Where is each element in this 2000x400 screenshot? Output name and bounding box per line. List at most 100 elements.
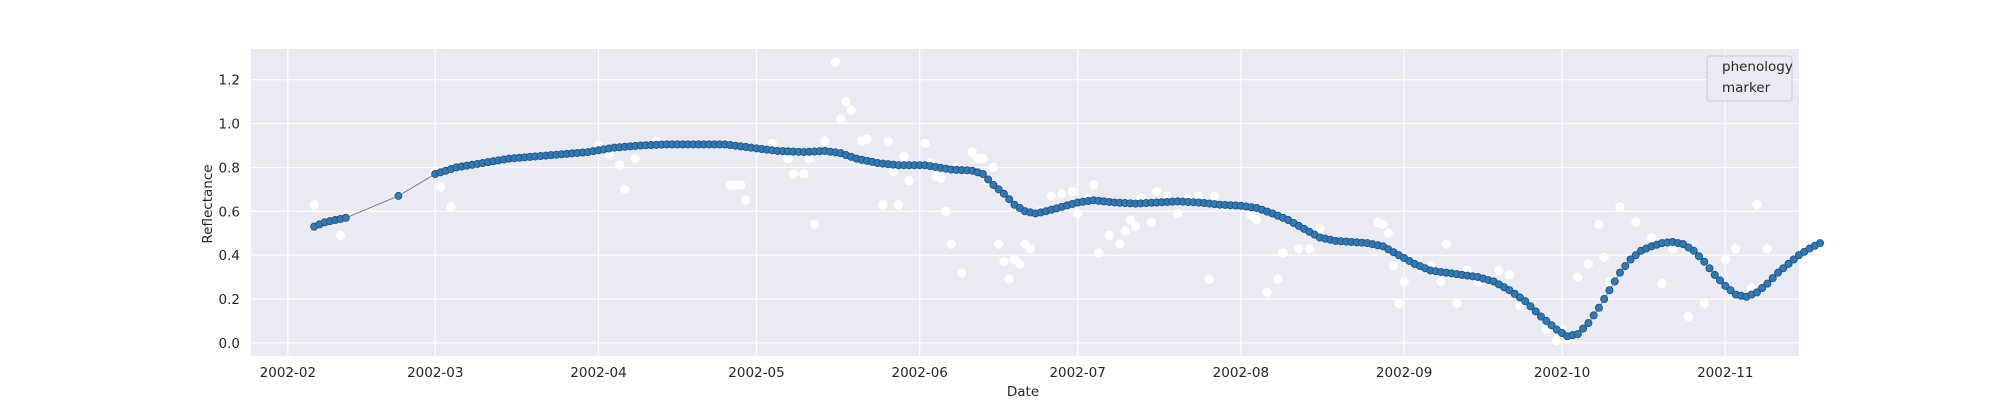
y-tick-label: 0.6: [219, 204, 240, 220]
smoothed-point: [1768, 274, 1777, 283]
raw-point: [946, 239, 956, 249]
raw-point: [1273, 274, 1283, 284]
raw-point: [1436, 276, 1446, 287]
smoothed-point: [1005, 195, 1014, 204]
raw-point: [1720, 254, 1730, 265]
raw-point: [309, 200, 319, 210]
smoothed-point: [1705, 264, 1714, 273]
raw-point: [1204, 274, 1214, 284]
raw-point: [920, 138, 930, 148]
raw-point: [1057, 189, 1067, 199]
legend: phenology marker: [1706, 55, 1793, 102]
raw-point: [1278, 248, 1288, 258]
raw-point: [1552, 336, 1562, 346]
raw-point: [1130, 222, 1141, 232]
raw-point: [1394, 298, 1404, 308]
raw-point: [957, 268, 967, 278]
raw-point: [630, 154, 640, 164]
raw-point: [1615, 202, 1625, 212]
smoothed-point: [994, 185, 1003, 194]
raw-point: [335, 230, 346, 240]
raw-point: [1004, 274, 1014, 284]
raw-point: [1441, 239, 1451, 249]
x-tick-label: 2002-09: [1376, 365, 1432, 381]
raw-point: [1088, 180, 1099, 190]
smoothed-point: [999, 189, 1008, 198]
smoothed-point: [1689, 246, 1698, 255]
smoothed-series: [310, 140, 1825, 341]
raw-point: [1378, 219, 1388, 230]
smoothed-point: [1752, 288, 1761, 297]
legend-box: [1706, 55, 1793, 102]
raw-point: [988, 162, 999, 173]
raw-point: [967, 147, 977, 157]
raw-point: [804, 154, 814, 164]
raw-point: [1646, 232, 1657, 243]
x-tick-label: 2002-07: [1049, 365, 1105, 381]
smoothed-point: [1779, 264, 1788, 273]
raw-point: [841, 97, 851, 107]
smoothed-point: [1605, 286, 1614, 295]
x-tick-label: 2002-03: [407, 365, 463, 381]
smoothed-point: [1789, 255, 1798, 264]
y-tick-label: 0.8: [219, 160, 240, 176]
raw-point: [978, 154, 988, 164]
raw-point: [894, 200, 904, 210]
smoothed-point: [1537, 312, 1546, 321]
raw-point: [878, 200, 888, 210]
raw-point: [1631, 217, 1641, 227]
raw-point: [1388, 261, 1399, 271]
raw-point: [1209, 191, 1220, 201]
smoothed-point: [1600, 294, 1609, 303]
raw-point: [1146, 217, 1156, 227]
smoothed-point: [1521, 297, 1530, 306]
x-tick-label: 2002-06: [891, 365, 947, 381]
smoothed-point: [1726, 286, 1735, 295]
smoothed-point: [1816, 239, 1825, 248]
smoothed-point: [1589, 311, 1598, 320]
plot-background: [251, 49, 1799, 356]
raw-point: [1399, 276, 1409, 287]
raw-point: [1599, 252, 1609, 262]
raw-point: [1683, 311, 1694, 322]
raw-point: [446, 202, 456, 212]
y-tick-label: 0.0: [219, 336, 240, 352]
raw-point: [736, 180, 746, 190]
raw-point: [999, 257, 1009, 267]
raw-point: [435, 182, 446, 192]
y-axis: 0.0 0.2 0.4 0.6 0.8 1.0 1.2: [219, 73, 240, 352]
raw-point: [1115, 239, 1125, 249]
raw-point: [1162, 191, 1172, 201]
smoothed-point: [1584, 319, 1593, 328]
y-tick-label: 0.2: [219, 292, 240, 308]
smoothed-point: [1526, 302, 1535, 311]
raw-point: [1120, 226, 1130, 236]
smoothed-point: [1763, 279, 1772, 288]
smoothed-point: [1710, 270, 1719, 279]
raw-point: [888, 167, 898, 177]
raw-point: [783, 154, 793, 164]
raw-point: [1125, 215, 1135, 225]
smoothed-point: [1615, 268, 1624, 277]
raw-point: [1494, 265, 1504, 276]
raw-point: [767, 138, 777, 148]
raw-point: [614, 160, 625, 170]
raw-point: [1699, 298, 1709, 308]
raw-point: [1015, 259, 1025, 269]
raw-point: [1657, 279, 1667, 289]
raw-point: [1668, 243, 1678, 254]
raw-point: [830, 57, 841, 67]
smoothed-point: [1626, 255, 1635, 264]
raw-point: [883, 136, 893, 146]
smoothed-point: [1631, 251, 1640, 260]
smoothed-point: [341, 213, 350, 222]
raw-point: [1094, 248, 1104, 258]
raw-point: [1046, 191, 1056, 201]
smoothed-point: [1721, 281, 1730, 290]
raw-point: [1383, 228, 1393, 238]
smoothed-point: [1621, 262, 1630, 271]
legend-entry-phenology: phenology: [1722, 59, 1793, 75]
smoothed-point: [1694, 252, 1703, 261]
raw-point: [809, 219, 819, 230]
x-tick-label: 2002-10: [1534, 365, 1590, 381]
